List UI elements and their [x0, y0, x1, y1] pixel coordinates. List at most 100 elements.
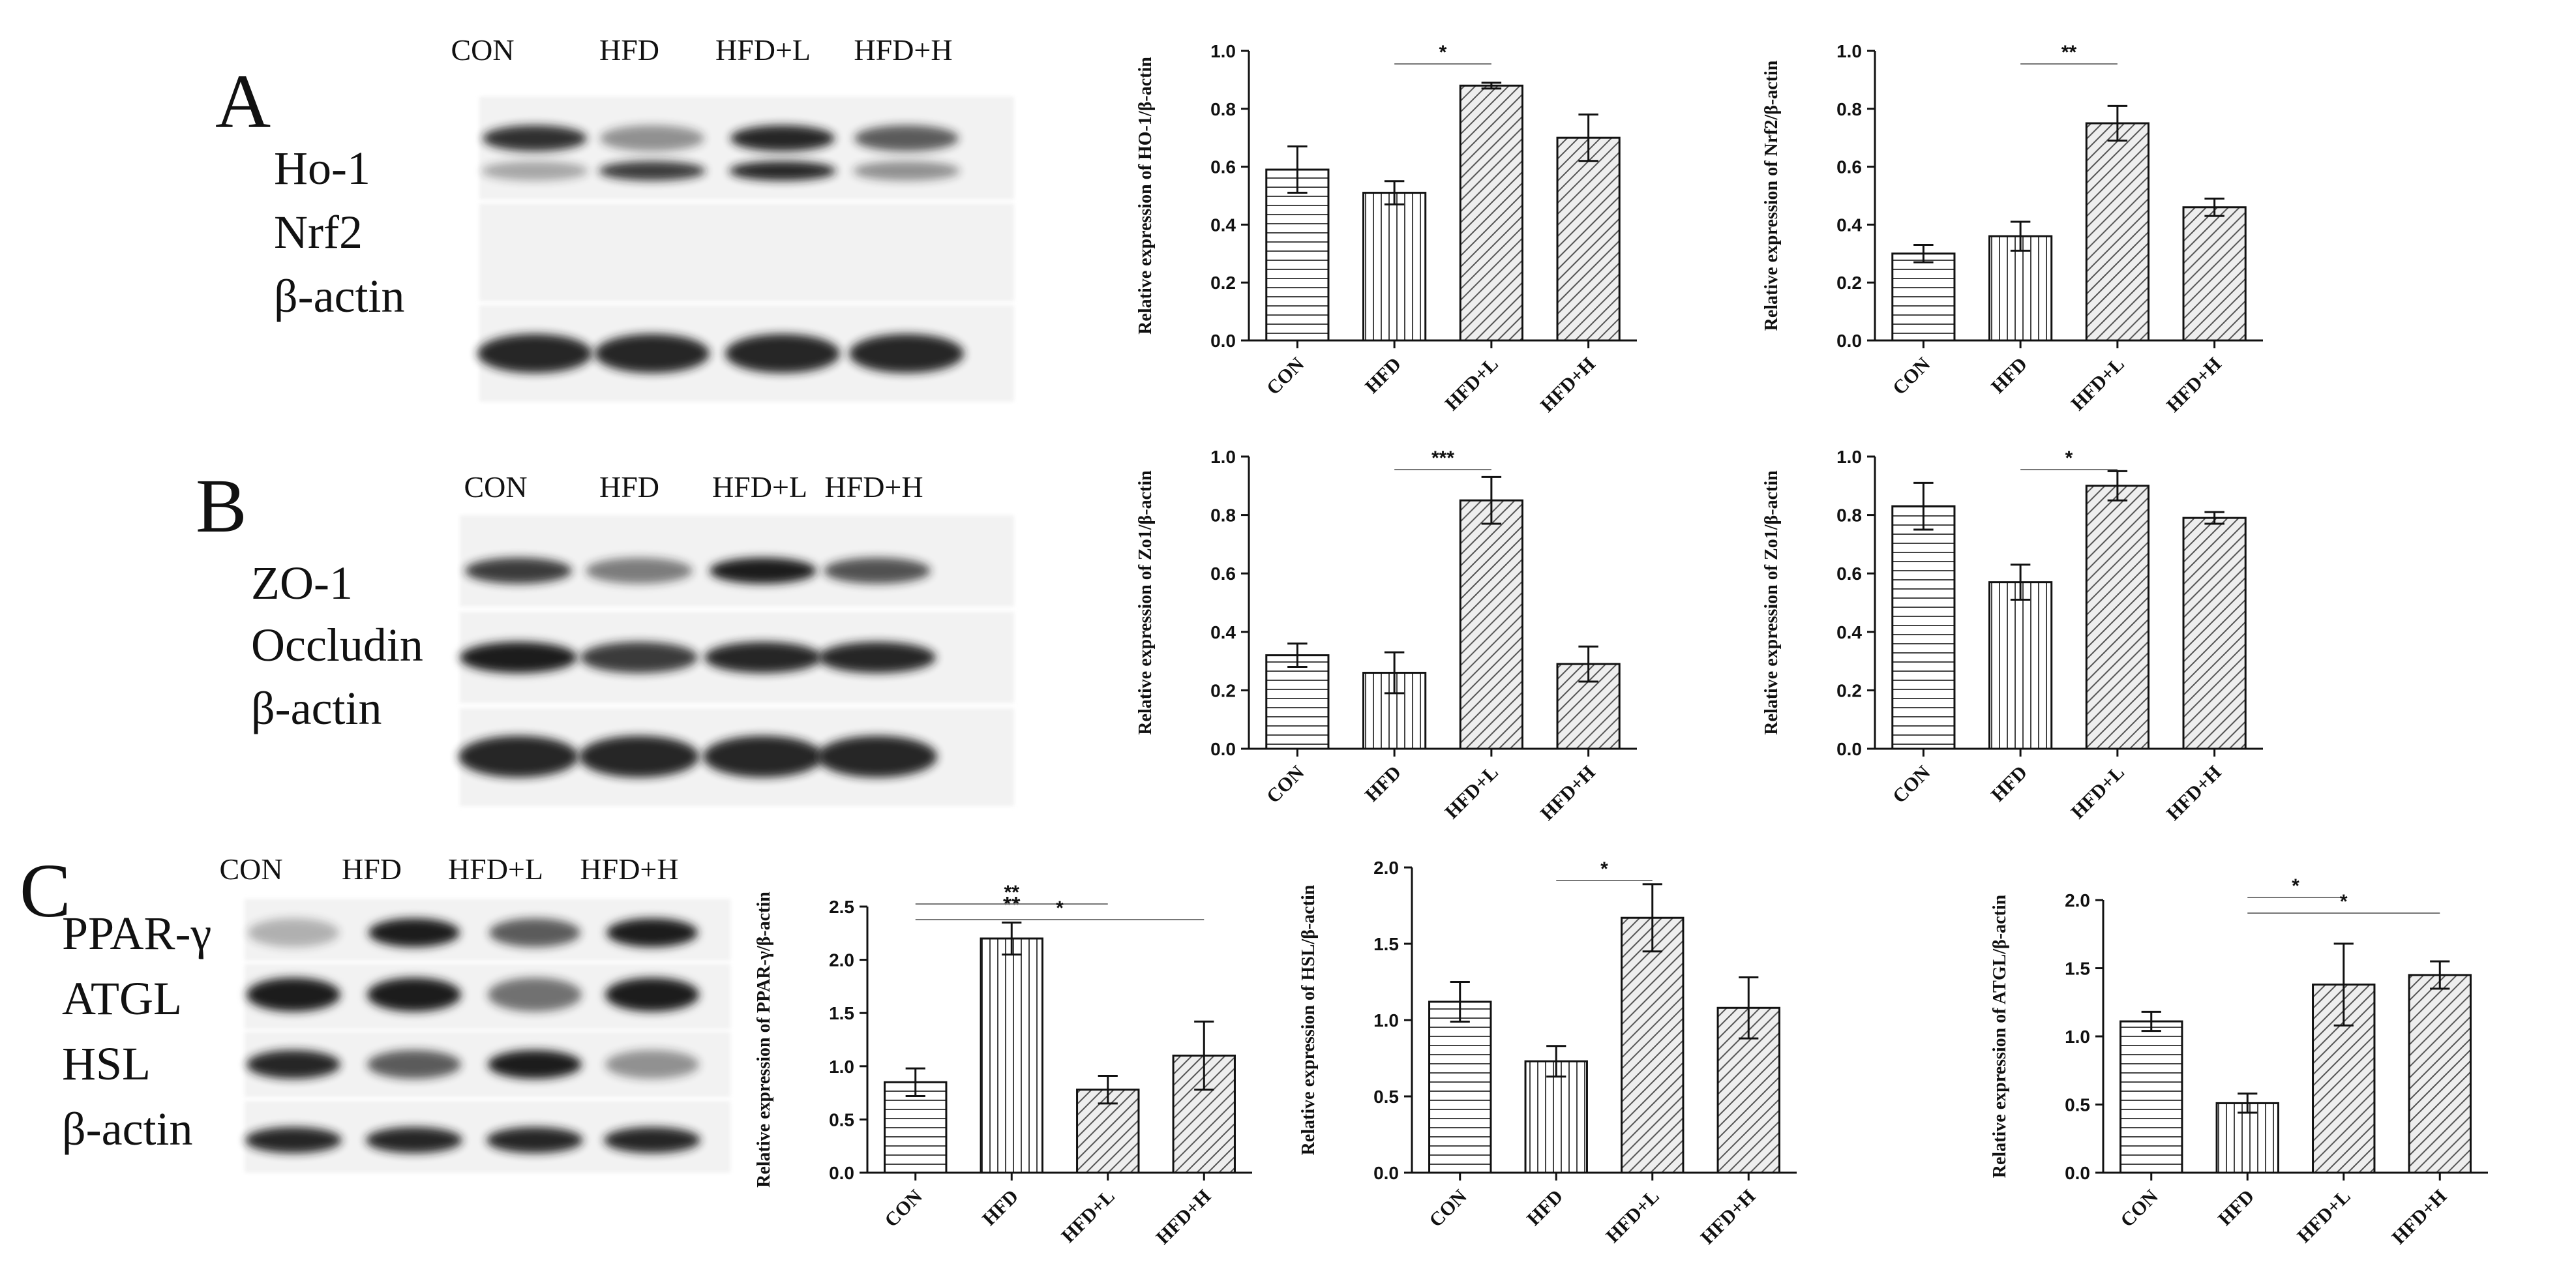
bar-hfd	[1362, 192, 1427, 342]
lane-label: HFD+L	[448, 852, 543, 886]
lane-label: HFD	[599, 33, 659, 67]
bar-hfd-plus-l	[2085, 485, 2149, 750]
bar-chart-1: 0.0 0.2 0.4 0.6 0.8 1.0 Relative expression of…	[1135, 41, 1637, 416]
blot-band	[247, 978, 340, 1012]
blot-band	[725, 334, 840, 373]
bar-chart-6: 0.0 0.5 1.0 1.5 2.0 Relative expression of HS…	[1298, 858, 1797, 1248]
y-axis-label: Relative expression of Zo1/β-actin	[1135, 470, 1156, 735]
blot-band	[488, 1050, 582, 1079]
bar-chart-layer: 0.0 0.2 0.4 0.6 0.8 1.0 Relative expression of…	[754, 41, 2488, 1248]
lane-label: CON	[451, 33, 514, 67]
protein-label: Nrf2	[274, 206, 363, 258]
x-tick-label: HFD+H	[2163, 354, 2226, 417]
y-tick-label: 1.0	[2065, 1027, 2090, 1047]
protein-label: Occludin	[251, 619, 423, 671]
x-tick-label: HFD	[1523, 1186, 1567, 1230]
y-tick-label: 0.0	[1836, 331, 1862, 351]
blot-band	[247, 1050, 340, 1079]
y-tick-label: 0.0	[1210, 331, 1236, 351]
blot-band	[703, 736, 823, 777]
y-tick-label: 0.4	[1836, 215, 1862, 235]
significance-label: **	[1004, 882, 1020, 903]
blot-band	[248, 918, 339, 947]
y-tick-label: 0.6	[1836, 564, 1862, 584]
blot-band	[710, 558, 816, 584]
y-tick-label: 0.2	[1210, 680, 1236, 700]
x-tick-label: HFD+H	[1152, 1186, 1215, 1249]
bar-hfd-plus-h	[1556, 136, 1621, 342]
y-tick-label: 1.0	[1836, 41, 1862, 61]
panel-letter-b: B	[196, 463, 247, 549]
lane-label: HFD+L	[715, 33, 811, 67]
y-tick-label: 0.5	[2065, 1095, 2090, 1115]
y-axis-label: Relative expression of ATGL/β-actin	[1990, 894, 2010, 1178]
x-tick-label: HFD	[1987, 354, 2031, 398]
y-tick-label: 0.0	[1836, 739, 1862, 759]
significance-label: *	[2340, 891, 2348, 912]
y-tick-label: 1.0	[829, 1057, 854, 1077]
panel-letter-a: A	[215, 59, 271, 144]
bar-chart-2: 0.0 0.2 0.4 0.6 0.8 1.0 Relative expression of…	[1761, 41, 2263, 416]
x-tick-label: HFD	[2214, 1186, 2258, 1230]
y-tick-label: 2.5	[829, 897, 854, 917]
y-axis-label: Relative expression of Zo1/β-actin	[1761, 470, 1782, 735]
bar-hfd	[1988, 235, 2053, 342]
bar-hfd	[1524, 1060, 1588, 1174]
y-tick-label: 0.8	[1836, 99, 1862, 119]
y-tick-label: 1.5	[2065, 959, 2090, 979]
y-tick-label: 1.0	[1836, 447, 1862, 467]
x-tick-label: CON	[1263, 761, 1309, 807]
y-tick-label: 0.6	[1210, 564, 1236, 584]
bar-hfd	[2215, 1102, 2279, 1174]
blot-band	[489, 918, 580, 947]
bar-con	[2119, 1020, 2183, 1174]
blot-band	[481, 161, 588, 181]
x-tick-label: HFD	[1361, 354, 1405, 398]
blot-band	[853, 161, 960, 181]
y-tick-label: 0.8	[1836, 505, 1862, 526]
y-tick-label: 0.2	[1836, 273, 1862, 293]
x-tick-label: CON	[1889, 761, 1935, 807]
y-tick-label: 0.5	[829, 1109, 854, 1130]
bar-con	[1891, 505, 1956, 750]
y-tick-label: 0.2	[1210, 273, 1236, 293]
blot-band	[487, 1127, 583, 1153]
lane-label: HFD	[342, 852, 402, 886]
lane-label: HFD+H	[580, 852, 678, 886]
blot-band	[586, 558, 693, 584]
blot-band	[366, 1127, 462, 1153]
blot-band	[817, 736, 937, 777]
protein-label: β-actin	[62, 1103, 193, 1155]
blot-band	[458, 736, 578, 777]
blot-band	[854, 125, 959, 151]
significance-label: *	[1600, 858, 1608, 880]
bar-hfd-plus-h	[2182, 517, 2247, 750]
blot-band	[824, 558, 931, 584]
x-tick-label: HFD+L	[1602, 1186, 1663, 1247]
blot-band	[599, 161, 706, 181]
bar-chart-4: 0.0 0.2 0.4 0.6 0.8 1.0 Relative expression of…	[1761, 447, 2263, 824]
protein-label: HSL	[62, 1038, 151, 1090]
y-axis-label: Relative expression of HSL/β-actin	[1298, 884, 1319, 1155]
blot-band	[488, 978, 582, 1012]
x-tick-label: HFD+H	[1696, 1186, 1760, 1249]
y-tick-label: 1.0	[1210, 41, 1236, 61]
x-tick-label: HFD+L	[1441, 354, 1502, 415]
blot-band	[607, 918, 698, 947]
y-tick-label: 0.2	[1836, 680, 1862, 700]
blot-panel-b: B CON HFD HFD+L HFD+H ZO-1 Occludin β-actin	[196, 463, 1014, 806]
y-tick-label: 2.0	[829, 950, 854, 971]
x-tick-label: CON	[1425, 1185, 1471, 1231]
y-tick-label: 1.5	[829, 1003, 854, 1023]
western-blot-layer: A CON HFD HFD+L HFD+H Ho-1 Nrf2 β-actin B CON HFD H…	[20, 33, 1014, 1173]
bar-chart-3: 0.0 0.2 0.4 0.6 0.8 1.0 Relative expression of…	[1135, 447, 1637, 824]
x-tick-label: HFD+L	[2067, 762, 2128, 823]
bar-hfd-plus-l	[1621, 916, 1685, 1174]
y-axis-label: Relative expression of Nrf2/β-actin	[1761, 60, 1782, 331]
blot-band	[849, 334, 964, 373]
x-tick-label: HFD+H	[1536, 762, 1600, 825]
bar-significance-label: **	[1003, 892, 1021, 917]
y-axis-label: Relative expression of PPAR-γ/β-actin	[754, 892, 774, 1188]
blot-band	[465, 558, 572, 584]
